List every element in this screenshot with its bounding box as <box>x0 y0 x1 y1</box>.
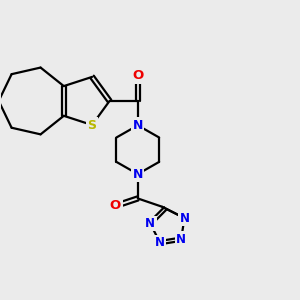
Text: O: O <box>110 200 121 212</box>
Text: O: O <box>132 69 143 82</box>
Text: N: N <box>145 217 155 230</box>
Text: N: N <box>133 168 143 181</box>
Text: N: N <box>155 236 165 249</box>
Text: S: S <box>88 118 97 131</box>
Text: N: N <box>179 212 189 225</box>
Text: N: N <box>133 119 143 132</box>
Text: N: N <box>176 233 186 246</box>
